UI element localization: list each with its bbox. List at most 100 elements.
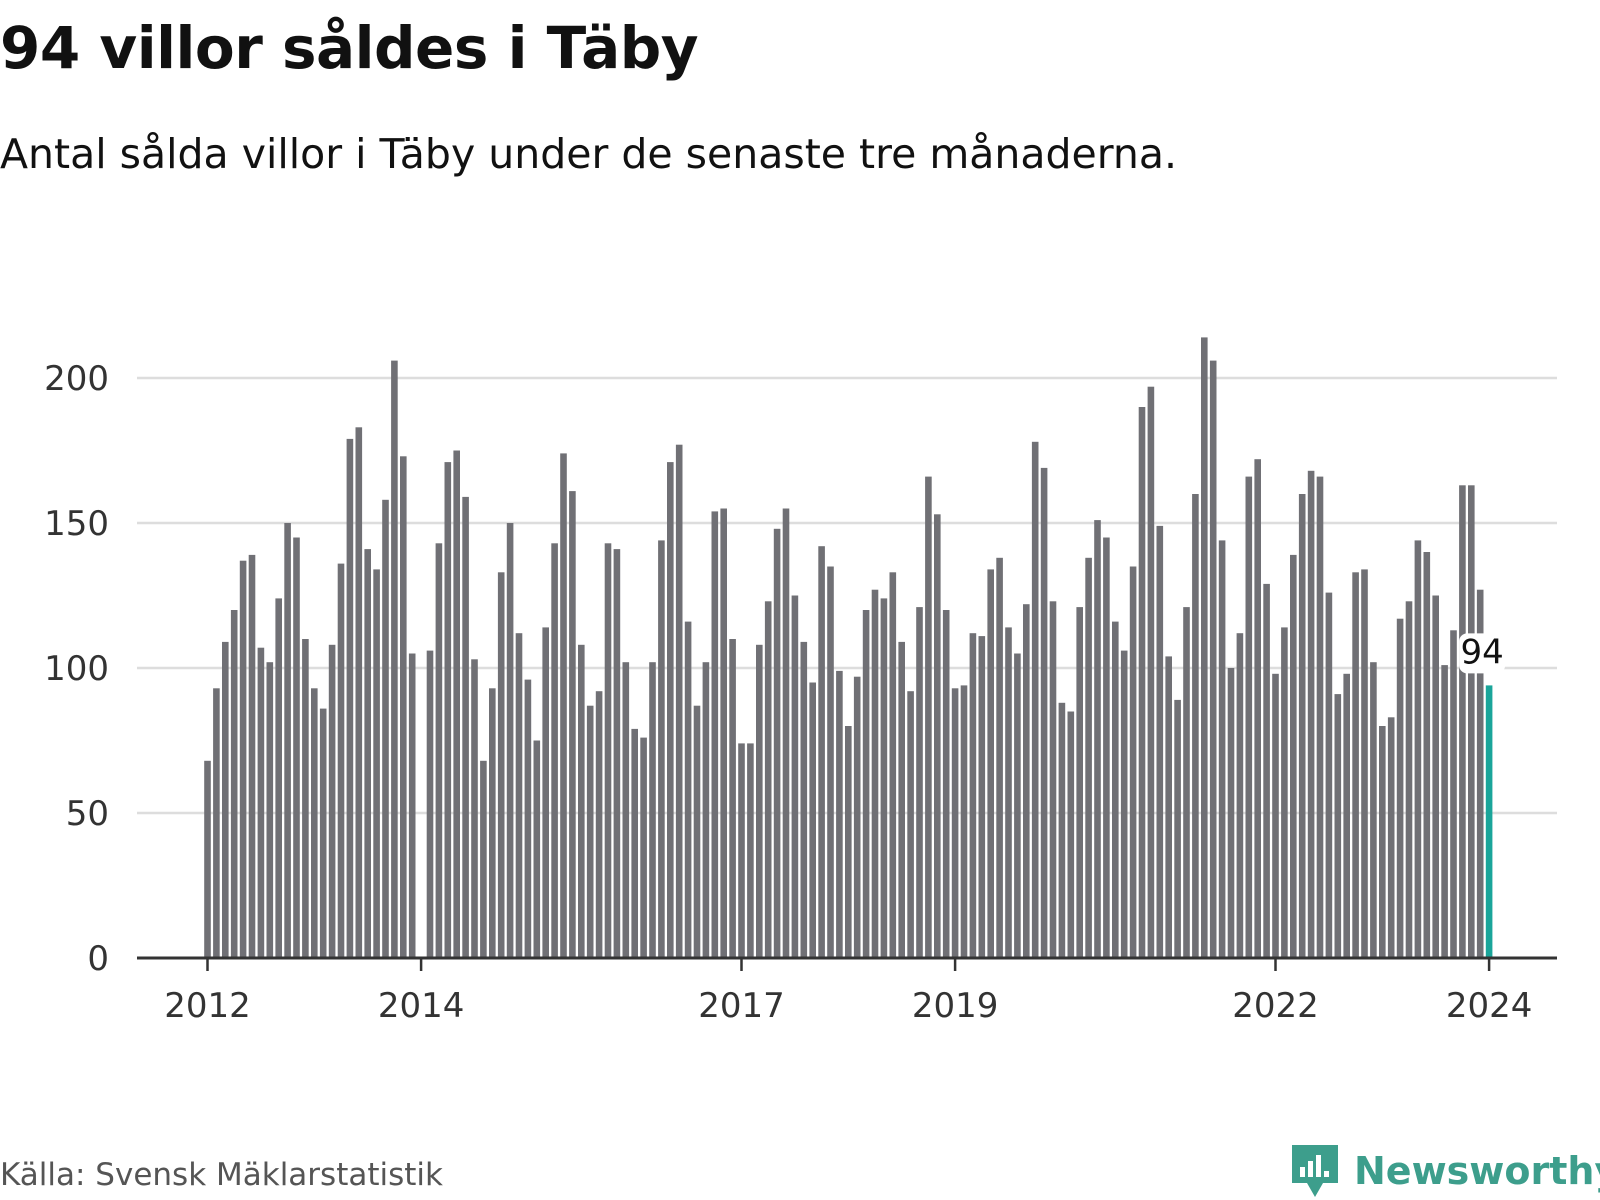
- bar: [1183, 607, 1190, 958]
- bar: [595, 691, 603, 958]
- bar: [800, 641, 808, 958]
- bar: [328, 644, 336, 958]
- bar: [1236, 633, 1244, 958]
- bar: [1405, 601, 1413, 958]
- newsworthy-logo-icon: [1292, 1145, 1338, 1197]
- bar: [1165, 656, 1172, 958]
- bar-highlight: [1485, 685, 1493, 958]
- brand-name: Newsworthy: [1354, 1149, 1600, 1193]
- x-tick-label: 2017: [698, 986, 785, 1026]
- bar: [827, 566, 834, 958]
- bar: [471, 659, 478, 958]
- bar: [1281, 627, 1288, 958]
- x-tick-label: 2024: [1446, 986, 1533, 1026]
- bar: [862, 610, 870, 958]
- bar: [1049, 601, 1057, 958]
- bar: [1031, 441, 1039, 958]
- highlight-data-label: 94: [1460, 632, 1503, 672]
- bar: [747, 743, 754, 958]
- bar: [275, 598, 282, 958]
- bar: [1040, 467, 1048, 958]
- bar: [880, 598, 888, 958]
- bar: [515, 633, 523, 958]
- bar: [1085, 557, 1092, 958]
- bar: [560, 453, 567, 958]
- bar: [1379, 726, 1386, 958]
- bar: [391, 360, 398, 959]
- bar: [1307, 470, 1315, 958]
- bar: [942, 610, 950, 958]
- bar: [213, 688, 220, 958]
- bar: [204, 760, 211, 958]
- bar: [311, 688, 318, 958]
- source-note: Källa: Svensk Mäklarstatistik: [0, 1157, 443, 1193]
- bar: [1290, 554, 1297, 958]
- bar: [533, 740, 541, 958]
- bar: [658, 540, 665, 958]
- y-tick-label: 50: [66, 794, 109, 834]
- bar: [1209, 360, 1217, 959]
- bar: [818, 546, 825, 958]
- data-label-background: [1459, 633, 1506, 674]
- bar: [1245, 476, 1253, 958]
- bar: [239, 560, 247, 958]
- bar: [1129, 566, 1137, 958]
- bar: [1263, 583, 1270, 958]
- bar: [1067, 711, 1075, 958]
- bar: [1147, 386, 1155, 958]
- bar: [1227, 668, 1235, 958]
- bar: [1174, 699, 1181, 958]
- bar: [836, 670, 843, 958]
- bar: [453, 450, 460, 958]
- bar: [302, 639, 309, 958]
- bar: [1254, 459, 1261, 958]
- bar: [845, 726, 852, 958]
- bar: [373, 569, 380, 958]
- bar: [355, 427, 363, 958]
- bar: [382, 499, 389, 958]
- bar: [337, 563, 345, 958]
- bars: [204, 337, 1493, 959]
- y-axis-ticks: 0 50 100 150 200: [44, 359, 109, 979]
- bar: [1298, 494, 1306, 958]
- bar: [907, 691, 914, 958]
- chart-subtitle: Antal sålda villor i Täby under de senas…: [0, 130, 1178, 178]
- x-tick-label: 2012: [164, 986, 251, 1026]
- bar: [1450, 630, 1457, 958]
- x-tick-label: 2022: [1232, 986, 1319, 1026]
- bar: [586, 705, 594, 958]
- bar: [408, 653, 416, 958]
- bar: [720, 508, 727, 958]
- bar: [1459, 485, 1466, 958]
- bar: [1387, 717, 1395, 958]
- bar: [1201, 337, 1208, 958]
- bar: [960, 685, 968, 958]
- bar: [604, 543, 612, 958]
- bar: [1272, 673, 1279, 958]
- bar: [284, 523, 291, 958]
- bar: [1023, 604, 1030, 958]
- data-labels: 94: [1459, 632, 1506, 674]
- x-tick-label: 2019: [912, 986, 999, 1026]
- bar: [497, 572, 505, 958]
- bar: [1414, 540, 1422, 958]
- bar: [987, 569, 994, 958]
- bar: [756, 644, 763, 958]
- bar: [1343, 673, 1350, 958]
- bar: [1468, 485, 1475, 958]
- bar: [524, 679, 532, 958]
- bar: [640, 737, 647, 958]
- bar: [1325, 592, 1333, 958]
- bar: [613, 549, 621, 958]
- bar: [1112, 621, 1119, 958]
- bar: [1094, 520, 1101, 958]
- bar: [248, 554, 256, 958]
- bar: [400, 456, 407, 958]
- brand[interactable]: Newsworthy: [1290, 1143, 1600, 1199]
- bar: [853, 676, 861, 958]
- bar: [1432, 595, 1439, 958]
- bar: [898, 641, 905, 958]
- bar: [1005, 627, 1012, 958]
- bar: [916, 607, 923, 958]
- bar: [480, 760, 487, 958]
